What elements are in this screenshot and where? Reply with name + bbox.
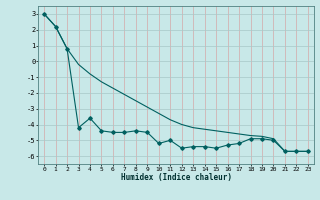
X-axis label: Humidex (Indice chaleur): Humidex (Indice chaleur) — [121, 173, 231, 182]
